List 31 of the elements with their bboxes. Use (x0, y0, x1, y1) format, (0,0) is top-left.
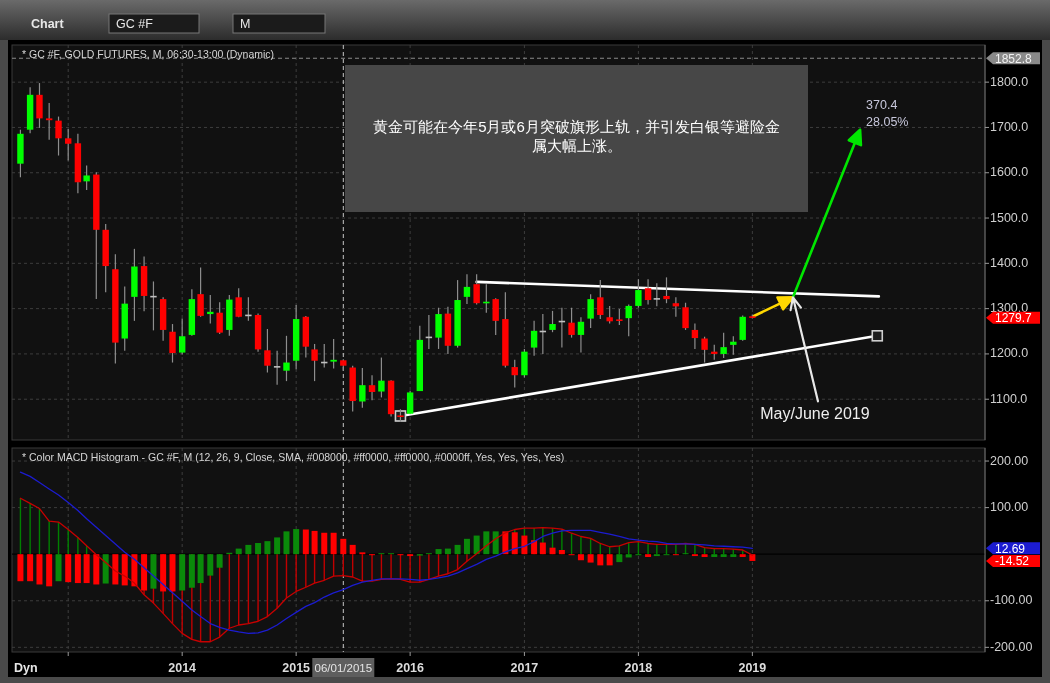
x-tick-label: 2015 (282, 661, 311, 675)
text: GC #F (116, 17, 154, 31)
text: 12.69 (995, 541, 1026, 556)
ref-line-label: 06/01/2015 (314, 662, 373, 674)
text: Dyn (14, 661, 38, 675)
y-tick-label: 1400.0 (990, 255, 1029, 270)
y-tick-label: 1600.0 (990, 165, 1029, 180)
annotation: May/June 2019 (760, 405, 870, 423)
chart-title: * GC #F, GOLD FUTURES, M, 06:30-13:00 (Dynamic) (22, 48, 275, 60)
x-tick-label: 2014 (168, 661, 197, 675)
y-tick-label: 100.00 (990, 500, 1029, 515)
chart-title: * Color MACD Histogram - GC #F, M (12, 26, 9, Close, SMA, #008000, #ff0000, #ff0000, #0000ff, Yes, Yes, Yes, Yes) (22, 451, 565, 463)
text: Chart (31, 17, 65, 31)
y-tick-label: 1800.0 (990, 74, 1029, 89)
y-tick-label: 1700.0 (990, 119, 1029, 134)
text: -14.52 (995, 554, 1030, 569)
annotation: 370.4 28.05% (866, 97, 909, 129)
y-tick-label: 1200.0 (990, 346, 1029, 361)
y-tick-label: -200.00 (990, 639, 1033, 654)
text: M (240, 17, 251, 31)
ref-line-label: 1852.8 (995, 51, 1033, 66)
text: 1279.7 (995, 311, 1033, 326)
y-tick-label: -100.00 (990, 593, 1033, 608)
x-tick-label: 2017 (510, 661, 539, 675)
y-tick-label: 1500.0 (990, 210, 1029, 225)
y-tick-label: 200.00 (990, 453, 1029, 468)
annotation: 黄金可能在今年5月或6月突破旗形上轨，并引发白银等避险金属大幅上涨。 (372, 117, 781, 155)
x-tick-label: 2016 (396, 661, 425, 675)
x-tick-label: 2019 (738, 661, 767, 675)
y-tick-label: 1100.0 (990, 391, 1028, 406)
x-tick-label: 2018 (624, 661, 653, 675)
